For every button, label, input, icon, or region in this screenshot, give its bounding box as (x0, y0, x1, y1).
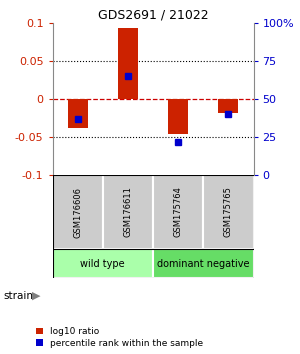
Bar (118, 28, 138, 99)
Bar (153, 249, 254, 278)
Text: GSM176611: GSM176611 (123, 187, 132, 238)
Bar (218, 99, 239, 113)
Bar (203, 175, 254, 249)
Legend: log10 ratio, percentile rank within the sample: log10 ratio, percentile rank within the … (34, 326, 205, 349)
Text: dominant negative: dominant negative (157, 258, 250, 269)
Bar (153, 175, 203, 249)
Bar (168, 99, 188, 134)
Text: GSM175764: GSM175764 (174, 187, 183, 238)
Bar (52, 175, 103, 249)
Text: GSM176606: GSM176606 (73, 187, 82, 238)
Text: strain: strain (3, 291, 33, 301)
Text: wild type: wild type (80, 258, 125, 269)
Text: GSM175765: GSM175765 (224, 187, 233, 238)
Bar (52, 249, 153, 278)
Bar (68, 99, 88, 128)
Text: ▶: ▶ (32, 291, 41, 301)
Title: GDS2691 / 21022: GDS2691 / 21022 (98, 9, 208, 22)
Bar (103, 175, 153, 249)
